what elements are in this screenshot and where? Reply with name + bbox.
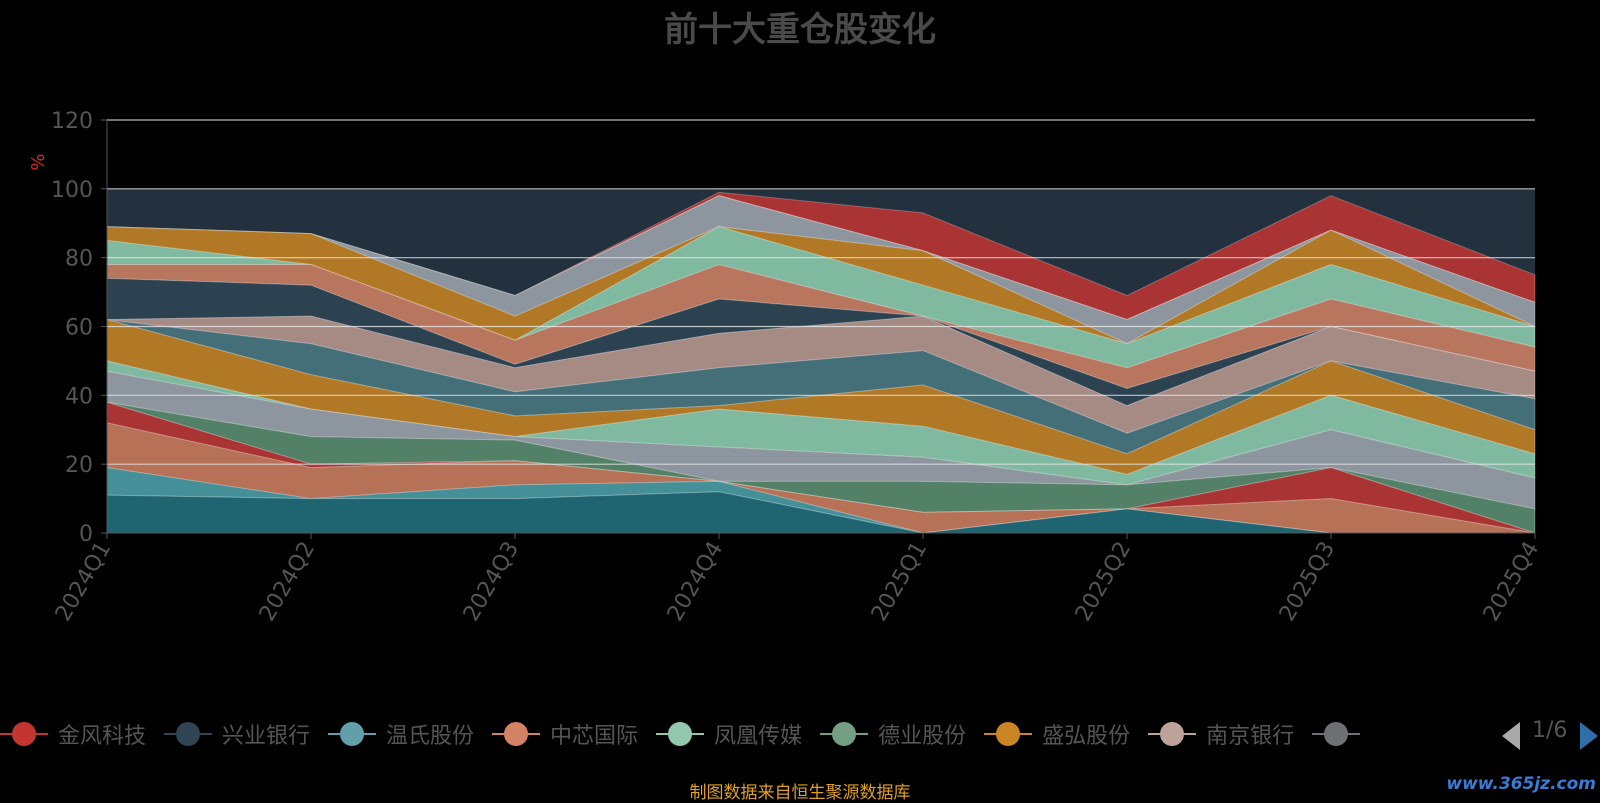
legend-marker-icon bbox=[820, 721, 869, 747]
legend-item-4[interactable]: 中芯国际 bbox=[492, 714, 638, 754]
legend-marker-icon bbox=[328, 721, 377, 747]
area-series-6 bbox=[106, 370, 1536, 510]
legend-label: 中芯国际 bbox=[550, 724, 639, 749]
legend: 金风科技 兴业银行 温氏股份 中芯国际 凤凰传媒 德业股份 盛弘股份 南京银行 bbox=[0, 714, 1490, 754]
x-tick-label: 2024Q1 bbox=[51, 538, 116, 626]
y-tick-label: 40 bbox=[65, 384, 93, 409]
legend-marker-icon bbox=[492, 721, 541, 747]
y-tick-label: 120 bbox=[51, 109, 93, 134]
y-tick-label: 20 bbox=[65, 453, 93, 478]
y-axis-label: % bbox=[28, 153, 49, 170]
legend-item-6[interactable]: 德业股份 bbox=[820, 714, 966, 754]
legend-label: 德业股份 bbox=[878, 724, 967, 749]
legend-marker-icon bbox=[656, 721, 705, 747]
y-tick-label: 60 bbox=[65, 316, 93, 341]
area-series-7 bbox=[106, 360, 1536, 486]
legend-item-5[interactable]: 凤凰传媒 bbox=[656, 714, 802, 754]
legend-marker-icon bbox=[0, 721, 48, 747]
legend-item-7[interactable]: 盛弘股份 bbox=[984, 714, 1130, 754]
y-tick-label: 80 bbox=[65, 247, 93, 272]
legend-label: 温氏股份 bbox=[386, 724, 475, 749]
y-tick-label: 0 bbox=[79, 522, 93, 547]
site-watermark: www.365jz.com bbox=[1446, 774, 1596, 794]
chart-title: 前十大重仓股变化 bbox=[664, 10, 936, 50]
legend-next-page-icon[interactable] bbox=[1580, 722, 1598, 750]
legend-label: 凤凰传媒 bbox=[714, 724, 803, 749]
legend-marker-icon bbox=[164, 721, 213, 747]
area-series-5 bbox=[106, 401, 1536, 534]
legend-label: 南京银行 bbox=[1206, 724, 1295, 749]
legend-marker-icon bbox=[984, 721, 1033, 747]
x-tick-label: 2025Q3 bbox=[1275, 538, 1340, 626]
x-tick-label: 2025Q1 bbox=[867, 538, 932, 626]
legend-item-1[interactable]: 金风科技 bbox=[0, 714, 146, 754]
data-source-note: 制图数据来自恒生聚源数据库 bbox=[689, 783, 911, 803]
x-tick-label: 2024Q2 bbox=[255, 538, 320, 626]
y-tick-label: 100 bbox=[51, 178, 93, 203]
legend-label: 金风科技 bbox=[58, 724, 147, 749]
legend-marker-icon bbox=[1148, 721, 1197, 747]
legend-item-9[interactable] bbox=[1312, 714, 1370, 754]
legend-item-8[interactable]: 南京银行 bbox=[1148, 714, 1294, 754]
legend-prev-page-icon[interactable] bbox=[1502, 722, 1520, 750]
x-tick-label: 2024Q4 bbox=[663, 538, 728, 626]
area-series-9 bbox=[106, 319, 1536, 455]
legend-pager: 1/6 bbox=[1496, 714, 1600, 754]
legend-page-indicator: 1/6 bbox=[1532, 718, 1568, 743]
legend-item-3[interactable]: 温氏股份 bbox=[328, 714, 474, 754]
legend-label: 兴业银行 bbox=[222, 724, 311, 749]
legend-marker-icon bbox=[1312, 721, 1361, 747]
x-tick-label: 2025Q2 bbox=[1071, 538, 1136, 626]
legend-label: 盛弘股份 bbox=[1042, 724, 1131, 749]
legend-item-2[interactable]: 兴业银行 bbox=[164, 714, 310, 754]
x-tick-label: 2024Q3 bbox=[459, 538, 524, 626]
x-tick-label: 2025Q4 bbox=[1479, 538, 1544, 626]
